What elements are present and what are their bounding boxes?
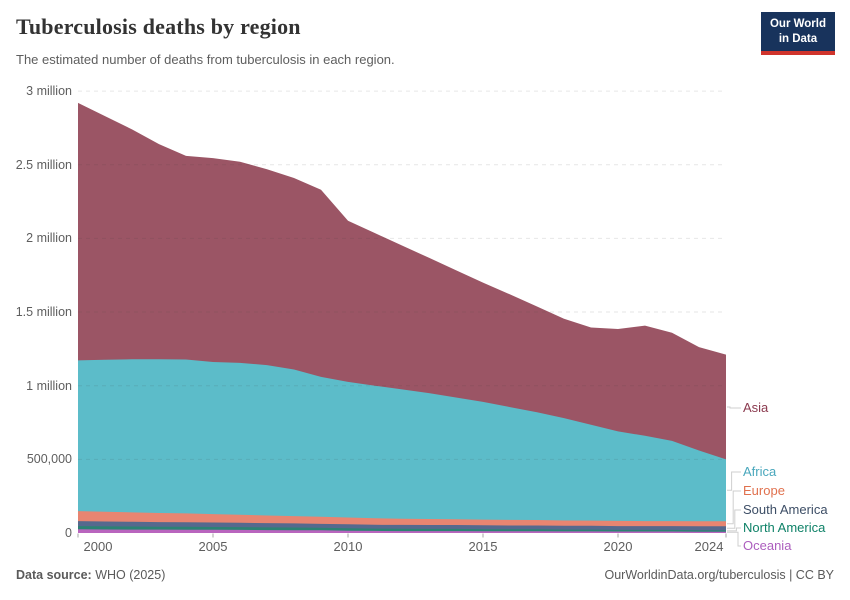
owid-logo[interactable]: Our World in Data (760, 12, 835, 55)
x-axis-label-2005: 2005 (198, 539, 228, 554)
owid-logo-line2: in Data (778, 32, 818, 45)
legend-connector (727, 509, 741, 529)
y-axis-label-1500000: 1.5 million (15, 305, 72, 319)
x-axis-label-2010: 2010 (333, 539, 363, 554)
legend-item-north-america[interactable]: North America (743, 520, 826, 535)
legend-item-asia[interactable]: Asia (743, 400, 769, 415)
owid-logo-line1: Our World (769, 18, 826, 30)
y-axis-label-3000000: 3 million (26, 84, 72, 98)
legend-connector (727, 490, 741, 525)
legend-item-europe[interactable]: Europe (743, 483, 785, 498)
y-axis-label-500000: 500,000 (26, 452, 72, 466)
y-axis-label-2500000: 2.5 million (15, 158, 72, 172)
data-source-note: Data source: WHO (2025) (16, 568, 165, 582)
y-axis-label-0: 0 (65, 526, 72, 540)
legend-item-africa[interactable]: Africa (743, 464, 777, 479)
y-axis-label-2000000: 2 million (26, 231, 72, 245)
area-oceania[interactable] (78, 529, 726, 533)
data-source-label: Data source: (16, 568, 92, 582)
legend-connector (727, 527, 741, 532)
legend-item-oceania[interactable]: Oceania (743, 538, 792, 553)
x-axis-label-2024: 2024 (694, 539, 724, 554)
data-source-value: WHO (2025) (91, 568, 166, 582)
page-title: Tuberculosis deaths by region (16, 14, 301, 39)
x-axis-label-2015: 2015 (468, 539, 498, 554)
legend-connector (727, 471, 741, 491)
area-africa[interactable] (78, 359, 726, 533)
x-axis-label-2020: 2020 (603, 539, 633, 554)
y-axis-label-1000000: 1 million (26, 379, 72, 393)
legend-item-south-america[interactable]: South America (743, 502, 828, 517)
legend-connector (727, 406, 741, 409)
legend-connector (727, 531, 741, 547)
chart-subtitle: The estimated number of deaths from tube… (16, 52, 395, 67)
attribution-link[interactable]: OurWorldinData.org/tuberculosis | CC BY (604, 568, 835, 582)
x-axis-label-2000: 2000 (83, 539, 113, 554)
